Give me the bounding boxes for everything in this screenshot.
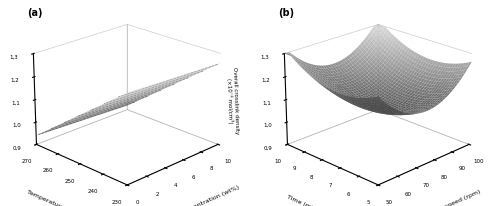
X-axis label: HDA-concentration (wt%): HDA-concentration (wt%) bbox=[165, 184, 240, 206]
Y-axis label: Temperature (°C): Temperature (°C) bbox=[26, 189, 78, 206]
Y-axis label: Time (min): Time (min) bbox=[286, 193, 320, 206]
X-axis label: Rotor speed (rpm): Rotor speed (rpm) bbox=[426, 188, 481, 206]
Text: (b): (b) bbox=[278, 8, 294, 18]
Text: (a): (a) bbox=[27, 8, 42, 18]
